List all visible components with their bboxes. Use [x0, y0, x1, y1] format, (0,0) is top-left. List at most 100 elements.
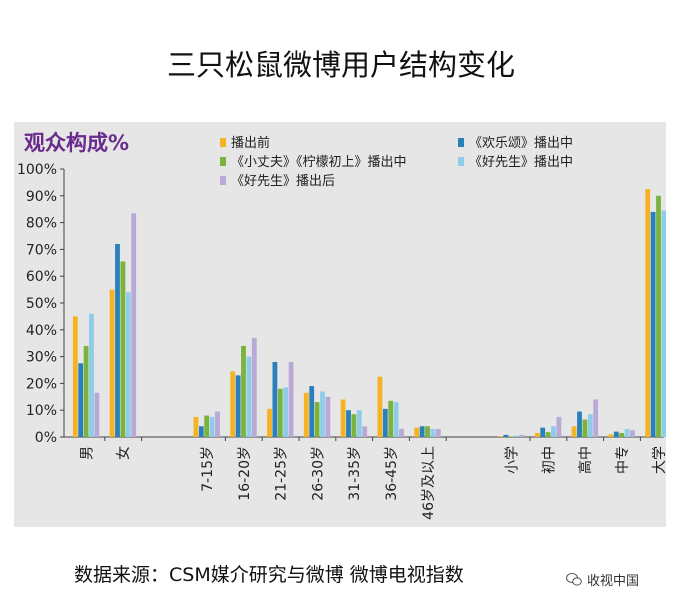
y-tick-label: 80% — [26, 216, 57, 232]
bar — [577, 411, 582, 437]
bar — [94, 392, 100, 437]
bar — [545, 432, 551, 437]
bar — [388, 400, 394, 437]
legend-label: 《小丈夫》《柠檬初上》播出中 — [231, 155, 407, 170]
chart-panel: 观众构成% 播出前 《欢乐颂》播出中《小丈夫》《柠檬初上》播出中 《好先生》播出中《好… — [14, 122, 666, 527]
bar — [356, 410, 362, 437]
x-tick-label: 男 — [79, 446, 95, 460]
y-tick-label: 90% — [26, 189, 57, 205]
bar — [115, 244, 120, 437]
bar — [608, 434, 614, 437]
bar — [288, 361, 294, 437]
bar — [399, 428, 404, 437]
watermark: 收视中国 — [566, 570, 639, 589]
bar — [78, 363, 84, 437]
bar — [235, 375, 241, 437]
x-tick-label: 中专 — [615, 446, 631, 474]
bar — [277, 388, 283, 437]
bar — [283, 387, 289, 437]
bar — [209, 416, 215, 437]
y-tick-label: 0% — [35, 430, 57, 446]
legend-label: 《好先生》播出中 — [469, 155, 573, 170]
bar — [89, 313, 94, 437]
bar — [534, 432, 540, 437]
bar — [624, 428, 630, 437]
y-tick-label: 70% — [26, 242, 57, 258]
bar — [619, 432, 625, 437]
bar — [325, 396, 331, 437]
bar — [267, 408, 272, 437]
x-tick-label: 高中 — [577, 446, 594, 474]
bar — [230, 371, 236, 437]
page-title: 三只松鼠微博用户结构变化 — [166, 48, 515, 82]
x-tick-label: 26-30岁 — [310, 446, 326, 501]
bar — [362, 426, 368, 437]
y-tick-label: 60% — [26, 269, 57, 285]
bar — [419, 426, 425, 437]
legend-swatch — [220, 157, 226, 166]
bar — [650, 211, 656, 437]
bar — [382, 408, 388, 437]
bar — [514, 435, 520, 437]
bar — [582, 419, 588, 437]
bar — [204, 415, 210, 437]
legend-swatch — [458, 138, 464, 147]
legend-swatch — [220, 176, 226, 185]
bar — [320, 391, 325, 437]
bar — [571, 426, 577, 437]
bar — [303, 392, 309, 437]
bar — [246, 356, 252, 437]
x-tick-label: 初中 — [540, 446, 557, 474]
legend-label: 《欢乐颂》播出中 — [469, 136, 573, 151]
bar — [83, 345, 89, 437]
x-tick-label: 小学 — [505, 446, 521, 474]
bar — [125, 292, 131, 437]
bar — [430, 428, 436, 437]
bar — [503, 434, 509, 437]
y-tick-label: 40% — [26, 323, 57, 339]
bar — [314, 402, 320, 437]
x-tick-label: 46岁及以上 — [421, 446, 437, 520]
bar-chart: 观众构成% 播出前 《欢乐颂》播出中《小丈夫》《柠檬初上》播出中 《好先生》播出中《好… — [17, 131, 666, 520]
bar — [613, 431, 619, 437]
legend-swatch — [458, 157, 464, 166]
bar — [193, 416, 199, 437]
y-tick-label: 100% — [17, 162, 57, 178]
bar — [630, 430, 635, 437]
bar — [120, 261, 126, 437]
y-tick-label: 50% — [26, 296, 57, 312]
bar — [425, 426, 430, 437]
legend-label: 播出前 — [231, 135, 270, 151]
bar — [215, 411, 220, 437]
legend-label: 《好先生》播出后 — [231, 174, 335, 189]
bar — [556, 416, 562, 437]
chart-title: 观众构成% — [24, 131, 129, 155]
x-tick-label: 16-20岁 — [237, 446, 253, 501]
y-tick-label: 30% — [26, 350, 57, 366]
bar — [587, 414, 593, 437]
x-tick-label: 大学 — [652, 446, 666, 474]
bar — [645, 189, 651, 437]
bar — [272, 361, 278, 437]
y-tick-label: 10% — [26, 403, 57, 419]
bar — [346, 410, 351, 437]
bar — [498, 436, 503, 437]
data-source-note: 数据来源：CSM媒介研究与微博 微博电视指数 — [74, 564, 464, 586]
bar — [593, 399, 599, 437]
y-tick-label: 20% — [26, 376, 57, 392]
bar — [414, 427, 420, 437]
x-tick-label: 21-25岁 — [274, 446, 290, 501]
bar — [309, 386, 315, 437]
bar — [241, 345, 246, 437]
x-tick-label: 女 — [115, 446, 132, 460]
wechat-icon — [566, 573, 582, 586]
x-tick-label: 36-45岁 — [384, 446, 400, 501]
bar — [351, 414, 357, 437]
bar — [656, 195, 661, 437]
bar — [551, 426, 556, 437]
bar — [340, 399, 346, 437]
bar — [72, 316, 78, 437]
x-tick-label: 7-15岁 — [200, 446, 216, 492]
bar — [661, 210, 666, 437]
bar — [435, 428, 441, 437]
